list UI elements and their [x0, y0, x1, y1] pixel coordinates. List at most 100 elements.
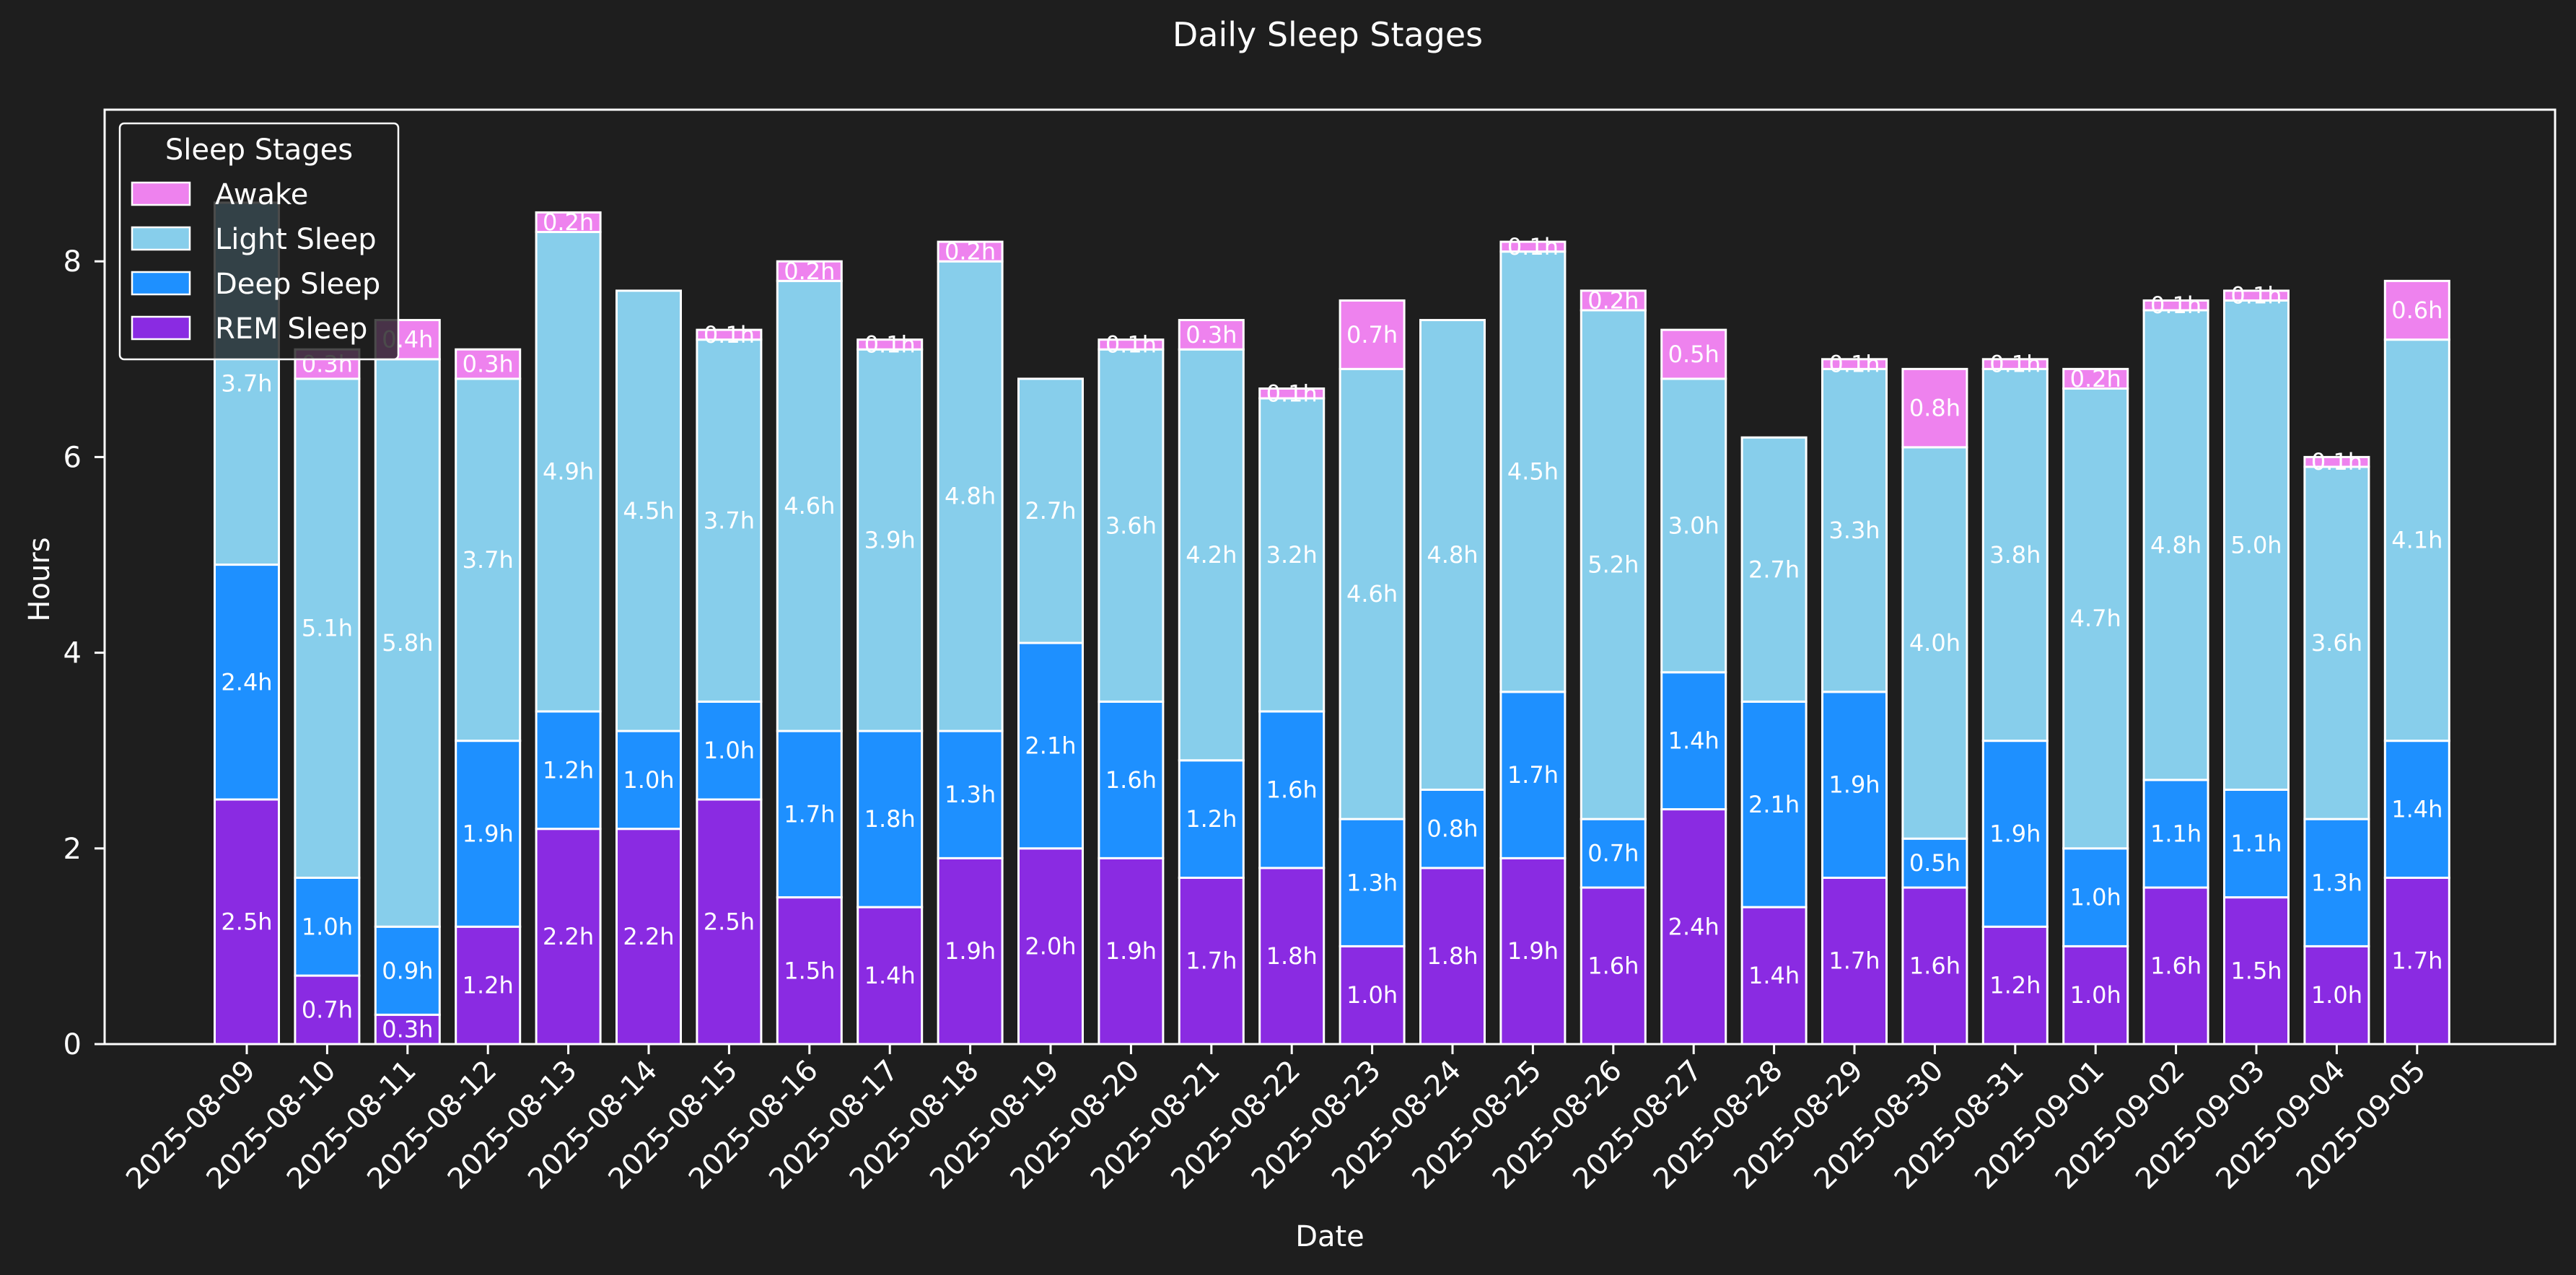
light-sleep-bar-2025-08-19	[1017, 377, 1084, 644]
rem-sleep-bar-2025-08-29	[1821, 876, 1888, 1046]
rem-sleep-value-label: 1.2h	[1989, 972, 2041, 999]
deep-sleep-value-label: 1.2h	[543, 756, 594, 784]
rem-sleep-value-label: 1.2h	[463, 972, 514, 999]
deep-sleep-bar-2025-08-11	[374, 925, 441, 1016]
awake-value-label: 0.1h	[1507, 233, 1559, 260]
awake-value-label: 0.5h	[1668, 341, 1719, 368]
awake-bar-2025-08-26	[1580, 289, 1647, 312]
light-sleep-value-label: 4.8h	[2150, 531, 2202, 558]
deep-sleep-legend-swatch	[131, 271, 191, 296]
deep-sleep-value-label: 1.7h	[784, 800, 835, 828]
light-sleep-bar-2025-08-11	[374, 358, 441, 928]
light-sleep-bar-2025-08-14	[615, 289, 682, 732]
light-sleep-legend-label: Light Sleep	[215, 223, 377, 256]
deep-sleep-value-label: 1.3h	[945, 781, 996, 808]
light-sleep-value-label: 3.3h	[1828, 517, 1880, 544]
awake-bar-2025-08-30	[1901, 367, 1968, 449]
awake-value-label: 0.1h	[1105, 330, 1157, 358]
light-sleep-value-label: 4.2h	[1186, 541, 1237, 569]
deep-sleep-value-label: 1.9h	[1989, 820, 2041, 847]
rem-sleep-value-label: 1.0h	[2311, 981, 2362, 1009]
rem-sleep-bar-2025-08-19	[1017, 847, 1084, 1046]
deep-sleep-bar-2025-09-04	[2303, 818, 2370, 947]
light-sleep-value-label: 4.5h	[1507, 458, 1559, 486]
rem-sleep-bar-2025-08-13	[535, 828, 602, 1046]
light-sleep-bar-2025-08-21	[1178, 348, 1245, 762]
awake-bar-2025-08-16	[776, 260, 843, 282]
rem-sleep-bar-2025-08-22	[1258, 867, 1326, 1046]
light-sleep-value-label: 4.9h	[543, 458, 594, 486]
rem-sleep-value-label: 0.7h	[302, 996, 353, 1024]
awake-bar-2025-09-04	[2303, 455, 2370, 468]
deep-sleep-value-label: 1.3h	[1346, 869, 1398, 896]
rem-sleep-bar-2025-09-05	[2383, 876, 2450, 1046]
awake-value-label: 0.2h	[784, 258, 835, 285]
awake-bar-2025-08-15	[696, 328, 763, 341]
rem-sleep-value-label: 0.3h	[382, 1016, 433, 1043]
light-sleep-bar-2025-08-16	[776, 279, 843, 732]
awake-bar-2025-08-27	[1660, 328, 1727, 380]
awake-bar-2025-09-03	[2223, 289, 2290, 302]
rem-sleep-value-label: 1.7h	[1186, 947, 1237, 975]
deep-sleep-value-label: 1.9h	[463, 820, 514, 847]
rem-sleep-value-label: 1.9h	[1507, 937, 1559, 965]
deep-sleep-value-label: 0.7h	[1587, 840, 1639, 867]
deep-sleep-value-label: 1.6h	[1105, 766, 1157, 794]
light-sleep-value-label: 5.0h	[2230, 531, 2282, 558]
awake-bar-2025-08-18	[937, 240, 1004, 263]
deep-sleep-value-label: 0.8h	[1427, 815, 1478, 843]
rem-sleep-value-label: 1.5h	[784, 957, 835, 984]
rem-sleep-bar-2025-08-24	[1419, 867, 1486, 1046]
light-sleep-value-label: 2.7h	[1748, 556, 1800, 583]
y-axis-label: Hours	[23, 537, 56, 621]
deep-sleep-bar-2025-08-31	[1981, 740, 2049, 928]
deep-sleep-bar-2025-09-01	[2062, 847, 2129, 947]
deep-sleep-value-label: 1.8h	[864, 805, 916, 833]
rem-sleep-value-label: 2.5h	[221, 908, 272, 936]
chart-title: Daily Sleep Stages	[1173, 15, 1483, 54]
deep-sleep-value-label: 1.7h	[1507, 761, 1559, 789]
light-sleep-value-label: 4.7h	[2070, 605, 2121, 632]
rem-sleep-value-label: 1.0h	[2070, 981, 2121, 1009]
y-tick-label: 6	[63, 441, 82, 474]
deep-sleep-bar-2025-08-21	[1178, 759, 1245, 879]
rem-sleep-value-label: 1.6h	[1909, 952, 1961, 980]
deep-sleep-value-label: 0.5h	[1909, 849, 1961, 877]
deep-sleep-value-label: 1.2h	[1186, 805, 1237, 833]
light-sleep-legend-swatch	[131, 226, 191, 251]
rem-sleep-value-label: 1.5h	[2230, 957, 2282, 984]
light-sleep-value-label: 5.2h	[1587, 551, 1639, 579]
deep-sleep-value-label: 2.1h	[1748, 791, 1800, 818]
rem-sleep-value-label: 1.7h	[1828, 947, 1880, 975]
rem-sleep-value-label: 2.0h	[1025, 932, 1076, 960]
awake-bar-2025-08-21	[1178, 319, 1245, 351]
light-sleep-bar-2025-09-05	[2383, 338, 2450, 742]
rem-sleep-value-label: 2.4h	[1668, 913, 1719, 940]
deep-sleep-value-label: 2.4h	[221, 668, 272, 696]
rem-sleep-value-label: 1.4h	[864, 962, 916, 989]
light-sleep-bar-2025-08-20	[1098, 348, 1165, 703]
light-sleep-bar-2025-09-02	[2142, 309, 2209, 781]
awake-legend-label: Awake	[215, 178, 308, 211]
awake-bar-2025-09-01	[2062, 367, 2129, 390]
awake-bar-2025-08-13	[535, 211, 602, 234]
light-sleep-bar-2025-08-17	[857, 348, 924, 732]
rem-sleep-value-label: 1.8h	[1266, 942, 1318, 970]
rem-sleep-bar-2025-09-01	[2062, 945, 2129, 1046]
awake-bar-2025-08-25	[1499, 240, 1567, 253]
deep-sleep-value-label: 1.0h	[704, 737, 755, 764]
rem-sleep-legend-label: REM Sleep	[215, 312, 367, 346]
deep-sleep-value-label: 1.0h	[623, 766, 674, 794]
deep-sleep-value-label: 1.1h	[2150, 820, 2202, 847]
rem-sleep-value-label: 2.5h	[704, 908, 755, 936]
awake-value-label: 0.2h	[1587, 286, 1639, 314]
light-sleep-value-label: 3.9h	[864, 527, 916, 554]
deep-sleep-bar-2025-08-14	[615, 729, 682, 831]
light-sleep-bar-2025-08-30	[1901, 446, 1968, 840]
awake-value-label: 0.2h	[945, 238, 996, 266]
light-sleep-value-label: 3.7h	[463, 546, 514, 574]
light-sleep-value-label: 4.0h	[1909, 629, 1961, 657]
y-axis: 0 2 4 6 8	[63, 245, 105, 1061]
deep-sleep-value-label: 1.1h	[2230, 830, 2282, 857]
